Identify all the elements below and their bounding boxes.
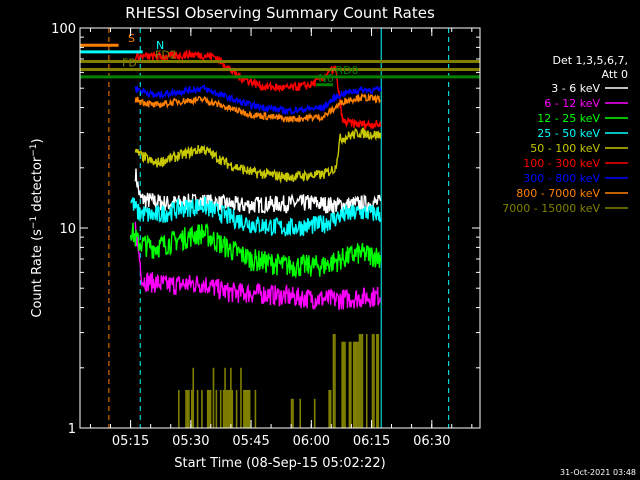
x-tick-label-06:15: 06:15: [353, 434, 390, 449]
legend-header-1: Det 1,3,5,6,7,: [552, 54, 628, 67]
x-axis-label: Start Time (08-Sep-15 05:02:22): [174, 456, 385, 471]
series-line-5: [134, 127, 382, 184]
y-tick-label-1: 1: [68, 422, 76, 437]
chart-title: RHESSI Observing Summary Count Rates: [125, 4, 435, 22]
legend-header-2: Att 0: [602, 68, 628, 81]
series-line-3: [129, 222, 382, 279]
legend-label-1: 3 - 6 keV: [551, 82, 600, 95]
y-tick-label-10: 10: [59, 222, 76, 237]
legend: Det 1,3,5,6,7, Att 0 3 - 6 keV 6 - 12 keV…: [502, 54, 628, 215]
y-tick-label-100: 100: [51, 22, 76, 37]
x-tick-label-06:00: 06:00: [293, 434, 330, 449]
flag-label-fd: FD: [122, 57, 137, 70]
series-line-8: [134, 92, 382, 124]
flag-label-fd2: FD2: [155, 48, 177, 61]
y-axis-label-sup1: −1: [29, 216, 39, 229]
flag-label-n6: N6: [319, 72, 334, 85]
legend-label-4: 25 - 50 keV: [537, 127, 600, 140]
y-axis: 1 10 100: [51, 22, 480, 437]
legend-label-3: 12 - 25 keV: [537, 112, 600, 125]
series-line-1: [134, 168, 382, 216]
legend-label-7: 300 - 800 keV: [523, 172, 600, 185]
x-tick-label-05:30: 05:30: [172, 434, 209, 449]
series-line-7: [134, 83, 382, 115]
legend-label-2: 6 - 12 keV: [544, 97, 600, 110]
series-line-2: [134, 221, 382, 311]
legend-label-9: 7000 - 15000 keV: [502, 202, 600, 215]
flag-label-s: S: [128, 32, 135, 45]
x-axis: 05:15 05:30 05:45 06:00 06:15 06:30: [89, 28, 473, 449]
y-axis-label: Count Rate (s−1 detector−1): [29, 138, 45, 317]
flag-label-n: N: [156, 39, 164, 52]
y-axis-label-mid: detector: [30, 156, 45, 216]
legend-label-8: 800 - 7000 keV: [516, 187, 600, 200]
legend-label-6: 100 - 300 keV: [523, 157, 600, 170]
timestamp: 31-Oct-2021 03:48: [560, 468, 636, 477]
legend-label-5: 50 - 100 keV: [530, 142, 600, 155]
series-line-4: [130, 196, 382, 237]
flag-label-rd0: RD0: [335, 64, 358, 77]
x-tick-label-05:15: 05:15: [112, 434, 149, 449]
y-axis-label-main: Count Rate (s: [30, 229, 45, 318]
y-axis-label-end: ): [30, 138, 45, 143]
x-tick-label-05:45: 05:45: [232, 434, 269, 449]
x-tick-label-06:30: 06:30: [413, 434, 450, 449]
y-axis-label-sup2: −1: [29, 143, 39, 156]
series-histogram-7000-15000: [177, 334, 380, 428]
